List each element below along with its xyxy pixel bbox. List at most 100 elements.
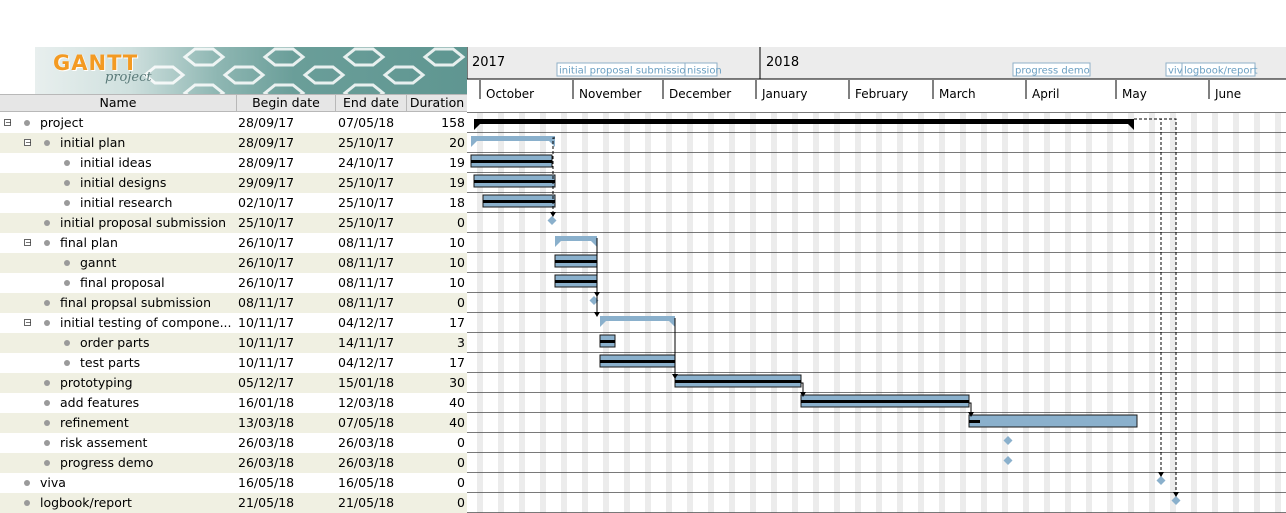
task-begin-date: 26/03/18 (238, 435, 295, 450)
month-label: June (1214, 87, 1241, 101)
milestone-diamond (1171, 496, 1181, 505)
task-row[interactable]: − final plan 26/10/17 08/11/17 10 (0, 233, 467, 253)
task-duration: 20 (449, 135, 465, 150)
column-header-name[interactable]: Name (0, 95, 237, 111)
task-row[interactable]: progress demo 26/03/18 26/03/18 0 (0, 453, 467, 473)
task-row[interactable]: refinement 13/03/18 07/05/18 40 (0, 413, 467, 433)
task-row[interactable]: − project 28/09/17 07/05/18 158 (0, 113, 467, 133)
weekend-column (1002, 113, 1008, 513)
task-name: test parts (80, 355, 141, 370)
column-header-begin-date[interactable]: Begin date (237, 95, 336, 111)
task-end-date: 24/10/17 (338, 155, 395, 170)
task-begin-date: 13/03/18 (238, 415, 295, 430)
timeline-month-band (467, 79, 1286, 112)
task-begin-date: 26/10/17 (238, 235, 295, 250)
summary-bar-end-right (669, 321, 675, 327)
task-name: initial testing of compone... (60, 315, 232, 330)
dependency-arrowhead (800, 392, 806, 397)
task-duration: 18 (449, 195, 465, 210)
task-row[interactable]: final propsal submission 08/11/17 08/11/17… (0, 293, 467, 313)
weekend-column (750, 113, 756, 513)
task-end-date: 04/12/17 (338, 315, 395, 330)
task-bullet-icon (64, 180, 70, 186)
task-row[interactable]: order parts 10/11/17 14/11/17 3 (0, 333, 467, 353)
task-bullet-icon (44, 240, 50, 246)
task-row[interactable]: initial designs 29/09/17 25/10/17 19 (0, 173, 467, 193)
weekend-column (1254, 113, 1260, 513)
milestone-label: initial proposal submission (556, 62, 692, 77)
task-row[interactable]: initial proposal submission 25/10/17 25/10… (0, 213, 467, 233)
column-header-end-date[interactable]: End date (336, 95, 407, 111)
task-row[interactable]: initial research 02/10/17 25/10/17 18 (0, 193, 467, 213)
milestone-label-text: nission (687, 66, 722, 77)
task-row[interactable]: prototyping 05/12/17 15/01/18 30 (0, 373, 467, 393)
task-bullet-icon (24, 120, 30, 126)
weekend-column (981, 113, 987, 513)
task-progress-bar (675, 380, 801, 383)
task-bullet-icon (44, 140, 50, 146)
month-label: October (486, 87, 534, 101)
task-begin-date: 10/11/17 (238, 315, 295, 330)
dependency-arrow (594, 283, 600, 317)
weekend-column (540, 113, 546, 513)
task-row[interactable]: − initial testing of compone... 10/11/17 04… (0, 313, 467, 333)
task-bar (968, 414, 1138, 428)
task-begin-date: 16/01/18 (238, 395, 295, 410)
collapse-toggle-icon[interactable]: − (24, 238, 32, 247)
dependency-arrow (550, 137, 556, 217)
task-row[interactable]: logbook/report 21/05/18 21/05/18 0 (0, 493, 467, 513)
column-header-duration[interactable]: Duration (409, 95, 465, 110)
collapse-toggle-icon[interactable]: − (4, 118, 12, 127)
task-begin-date: 26/10/17 (238, 255, 295, 270)
weekend-column (1275, 113, 1281, 513)
task-name: refinement (60, 415, 129, 430)
task-row[interactable]: − initial plan 28/09/17 25/10/17 20 (0, 133, 467, 153)
collapse-toggle-icon[interactable]: − (24, 138, 32, 147)
dependency-line (801, 382, 804, 393)
dependency-arrow (800, 382, 806, 397)
summary-bar (600, 316, 675, 321)
task-progress-bar (801, 400, 969, 403)
summary-bar-end-left (600, 321, 606, 327)
collapse-toggle-icon[interactable]: − (24, 318, 32, 327)
task-begin-date: 10/11/17 (238, 355, 295, 370)
weekend-column (1107, 113, 1113, 513)
weekend-column (687, 113, 693, 513)
task-duration: 0 (457, 495, 465, 510)
task-begin-date: 16/05/18 (238, 475, 295, 490)
task-name: project (40, 115, 84, 130)
milestone-label-box (1181, 62, 1256, 77)
milestone-label-text: viv (1168, 66, 1183, 77)
month-label: April (1032, 87, 1059, 101)
task-bullet-icon (44, 380, 50, 386)
task-bullet-icon (44, 220, 50, 226)
weekend-column (1086, 113, 1092, 513)
logo-title: GANTT (53, 51, 139, 75)
task-row[interactable]: add features 16/01/18 12/03/18 40 (0, 393, 467, 413)
summary-bar-end-left (471, 141, 477, 147)
weekend-column (960, 113, 966, 513)
milestone-label-text: progress demo (1015, 66, 1090, 77)
task-bullet-icon (44, 420, 50, 426)
task-duration: 10 (449, 275, 465, 290)
task-end-date: 07/05/18 (338, 115, 395, 130)
dependency-arrowhead (594, 312, 600, 317)
task-duration: 10 (449, 235, 465, 250)
task-bullet-icon (64, 160, 70, 166)
task-row[interactable]: gannt 26/10/17 08/11/17 10 (0, 253, 467, 273)
task-row[interactable]: initial ideas 28/09/17 24/10/17 19 (0, 153, 467, 173)
task-row[interactable]: test parts 10/11/17 04/12/17 17 (0, 353, 467, 373)
year-label: 2018 (766, 55, 799, 70)
weekend-column (561, 113, 567, 513)
task-row[interactable]: viva 16/05/18 16/05/18 0 (0, 473, 467, 493)
milestone-label-box (684, 62, 718, 77)
task-name: logbook/report (40, 495, 132, 510)
task-end-date: 26/03/18 (338, 455, 395, 470)
task-end-date: 25/10/17 (338, 135, 395, 150)
task-row[interactable]: final proposal 26/10/17 08/11/17 10 (0, 273, 467, 293)
task-progress-bar (474, 180, 555, 183)
task-name: initial research (80, 195, 173, 210)
task-row[interactable]: risk assement 26/03/18 26/03/18 0 (0, 433, 467, 453)
weekend-column (834, 113, 840, 513)
task-end-date: 08/11/17 (338, 275, 395, 290)
